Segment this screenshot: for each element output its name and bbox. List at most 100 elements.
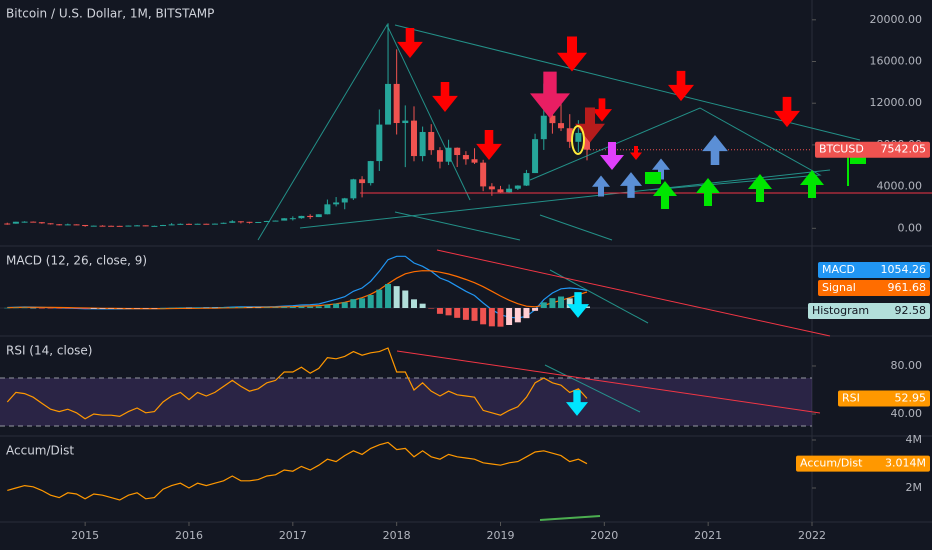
accum-dist-line [7,441,588,501]
highlight-ellipse [571,125,585,155]
candle-body [307,215,314,218]
candle-body [376,124,383,162]
histogram-bar [134,308,141,309]
histogram-bar [523,308,530,319]
candle-body [575,132,582,142]
trend-line [436,249,831,337]
y-tick-label: 40.00 [891,407,923,420]
y-tick-label: 4000.00 [877,180,923,193]
x-tick-label: 2015 [71,529,99,542]
last-price-name: BTCUSD [819,143,864,156]
histogram-bar [462,308,469,320]
y-tick-label: 20000.00 [870,13,923,26]
legend-name: Accum/Dist [800,457,863,470]
candle-body [47,223,54,225]
candle-body [549,115,556,124]
histogram-bar [263,307,270,309]
histogram-bar [168,307,175,309]
histogram-bar [514,308,521,323]
histogram-bar [307,306,314,308]
rsi-band [0,377,812,426]
histogram-bar [315,306,322,308]
candle-body [30,221,37,223]
histogram-bar [497,308,504,327]
candle-body [480,162,487,187]
legend-name: MACD [822,263,855,276]
candle-body [315,214,322,218]
candle-body [272,220,279,222]
candle-body [246,221,253,223]
histogram-bar [272,307,279,308]
y-tick-label: 16000.00 [870,55,923,68]
candle-body [38,222,45,224]
pane-title: MACD (12, 26, close, 9) [6,254,147,268]
histogram-bar [203,307,210,309]
candle-body [90,225,97,227]
flag [645,172,661,184]
candle-body [350,179,357,199]
candle-body [168,224,175,226]
candle-body [497,189,504,193]
candle-body [488,186,495,190]
histogram-bar [246,307,253,308]
histogram-bar [185,307,192,309]
histogram-bar [177,307,184,309]
histogram-bar [350,299,357,308]
candle-body [263,221,270,223]
histogram-bar [237,307,244,308]
legend-name: Signal [822,281,856,294]
pane-borders [0,0,932,523]
candle-body [73,224,80,226]
histogram-bar [160,307,167,309]
candle-body [393,83,400,124]
legend-name: RSI [842,391,860,404]
candle-body [324,204,331,215]
histogram-bar [99,308,106,309]
histogram-bar [142,308,149,309]
histogram-bar [194,307,201,309]
x-tick-label: 2019 [486,529,514,542]
y-tick-label: 12000.00 [870,96,923,109]
candle-body [185,223,192,225]
trend-line [549,269,649,324]
candle-body [419,131,426,157]
histogram-bar [540,302,547,308]
rsi-line [6,347,588,420]
histogram-bar [471,308,478,321]
histogram-bar [281,307,288,308]
legend-tag [808,303,930,319]
trend-line [544,364,641,413]
histogram-bar [583,306,590,308]
histogram-bar [116,308,123,309]
candle-body [532,139,539,174]
histogram-bar [211,307,218,309]
histogram-bar [436,308,443,314]
histogram-bar [480,308,487,325]
legend-value: 961.68 [888,281,927,294]
candle-body [64,224,71,226]
candle-body [289,218,296,220]
histogram-bar [359,298,366,308]
histogram-bar [532,308,539,311]
histogram-bar [402,290,409,308]
y-tick-label: 80.00 [891,359,923,372]
candle-body [255,221,262,223]
histogram-bar [488,308,495,327]
histogram-bar [341,302,348,308]
trend-line [257,23,471,241]
candle-body [220,222,227,224]
histogram-bar [64,308,71,309]
histogram-bar [90,308,97,309]
histogram-bar [73,308,80,309]
candle-body [436,150,443,162]
candle-body [462,155,469,160]
histogram-bar [428,308,435,309]
trend-line [539,515,601,521]
histogram-bar [367,295,374,308]
x-tick-label: 2016 [175,529,203,542]
candle-body [229,221,236,223]
legend-value: 3.014M [885,457,926,470]
candle-body [341,198,348,203]
